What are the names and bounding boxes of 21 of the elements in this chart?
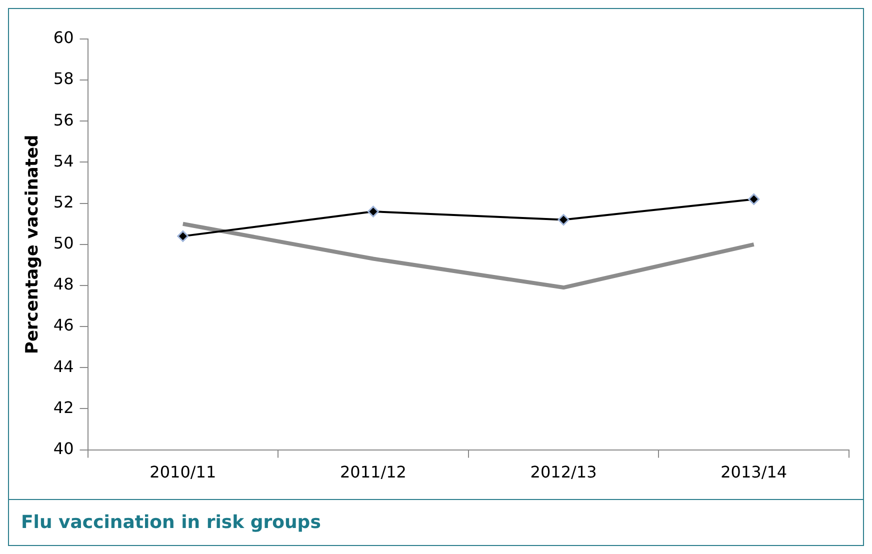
text: Flu vaccination in risk groups bbox=[21, 512, 321, 533]
y-tick-label: 44 bbox=[53, 356, 74, 376]
y-tick-label: 40 bbox=[53, 438, 74, 458]
x-tick-label: 2012/13 bbox=[530, 462, 597, 482]
point bbox=[558, 214, 570, 226]
x-tick-label: 2011/12 bbox=[340, 462, 406, 482]
y-tick-label: 52 bbox=[53, 192, 74, 212]
y-tick-label: 60 bbox=[53, 28, 74, 48]
y-tick-label: 50 bbox=[53, 234, 74, 253]
point bbox=[177, 230, 189, 242]
y-tick-label: 56 bbox=[53, 110, 74, 130]
point bbox=[367, 206, 379, 218]
y-tick-label: 58 bbox=[53, 69, 74, 88]
y-tick-label: 42 bbox=[53, 398, 74, 417]
x-tick-label: 2010/11 bbox=[150, 462, 216, 482]
y-tick-label: 48 bbox=[53, 274, 74, 294]
y-axis-title: Percentage vaccinated bbox=[22, 134, 43, 354]
point bbox=[748, 193, 760, 205]
y-tick-label: 54 bbox=[53, 151, 74, 170]
x-tick-label: 2013/14 bbox=[720, 462, 788, 482]
y-tick-label: 46 bbox=[53, 316, 74, 335]
